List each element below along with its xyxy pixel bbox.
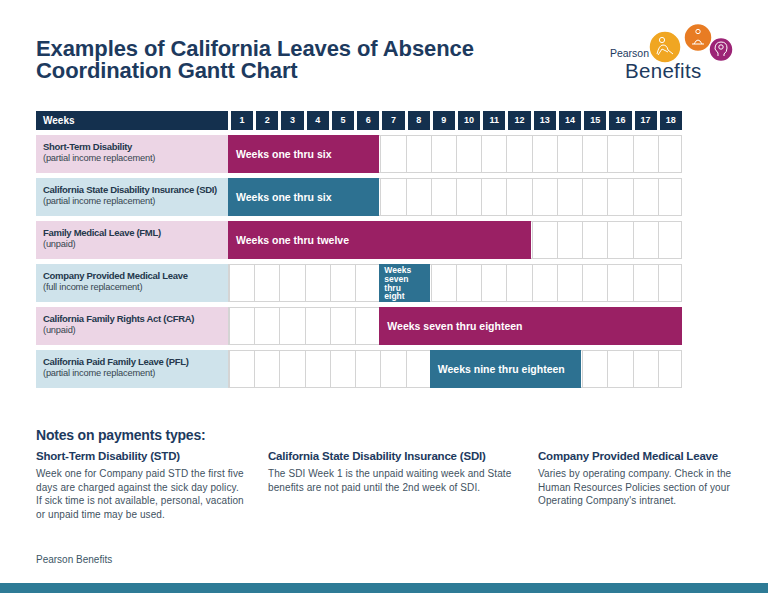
gantt-header-row: Weeks 123456789101112131415161718: [36, 111, 682, 130]
row-label-sub: (unpaid): [43, 325, 222, 335]
row-label-sub: (partial income replacement): [43, 153, 222, 163]
row-label-sub: (partial income replacement): [43, 368, 222, 378]
row-label: Family Medical Leave (FML)(unpaid): [36, 221, 228, 259]
note-body-line: Week one for Company paid STD the first …: [36, 467, 244, 481]
gantt-row: California Paid Family Leave (PFL)(parti…: [36, 350, 682, 388]
week-header-cell-11: 11: [483, 111, 505, 130]
note-column-heading: Company Provided Medical Leave: [538, 450, 731, 462]
note-column-heading: Short-Term Disability (STD): [36, 450, 244, 462]
gantt-chart: Weeks 123456789101112131415161718 Short-…: [36, 111, 682, 393]
row-label-sub: (unpaid): [43, 239, 222, 249]
row-label-sub: (full income replacement): [43, 282, 222, 292]
week-header-cell-5: 5: [332, 111, 354, 130]
row-label-title: Short-Term Disability: [43, 141, 222, 152]
week-header-cell-2: 2: [256, 111, 278, 130]
note-body-line: Operating Company's intranet.: [538, 494, 731, 508]
logo-benefits-text: Benefits: [625, 59, 701, 83]
gantt-bar: Weeks seven thru eight: [379, 264, 429, 302]
row-label-title: Company Provided Medical Leave: [43, 270, 222, 281]
note-body-line: benefits are not paid until the 2nd week…: [268, 481, 511, 495]
row-label: Short-Term Disability(partial income rep…: [36, 135, 228, 173]
week-header-cell-8: 8: [408, 111, 430, 130]
bottom-bar: [0, 583, 768, 593]
note-column-body: Varies by operating company. Check in th…: [538, 467, 731, 508]
row-label: California Paid Family Leave (PFL)(parti…: [36, 350, 228, 388]
note-body-line: or unpaid time may be used.: [36, 508, 244, 522]
notes-heading: Notes on payments types:: [36, 427, 736, 443]
week-header-cell-9: 9: [433, 111, 455, 130]
week-header-cell-17: 17: [635, 111, 657, 130]
note-column: Company Provided Medical Leave Varies by …: [538, 450, 731, 508]
gantt-bar: Weeks one thru six: [228, 178, 379, 216]
note-body-line: days are charged against the sick day po…: [36, 481, 244, 495]
note-column-body: The SDI Week 1 is the unpaid waiting wee…: [268, 467, 511, 494]
gantt-bar: Weeks one thru six: [228, 135, 379, 173]
note-body-line: The SDI Week 1 is the unpaid waiting wee…: [268, 467, 511, 481]
note-column: Short-Term Disability (STD) Week one for …: [36, 450, 244, 521]
week-header-cell-7: 7: [382, 111, 404, 130]
weeks-header-cell: Weeks: [36, 111, 228, 130]
slide: Examples of California Leaves of Absence…: [0, 0, 768, 593]
week-header-cell-12: 12: [508, 111, 530, 130]
week-header-cell-14: 14: [559, 111, 581, 130]
gantt-row: Short-Term Disability(partial income rep…: [36, 135, 682, 173]
week-header-cell-16: 16: [609, 111, 631, 130]
note-column-body: Week one for Company paid STD the first …: [36, 467, 244, 521]
gantt-row: Family Medical Leave (FML)(unpaid)Weeks …: [36, 221, 682, 259]
week-header-cell-3: 3: [281, 111, 303, 130]
gantt-row: Company Provided Medical Leave(full inco…: [36, 264, 682, 302]
week-header-cell-1: 1: [231, 111, 253, 130]
gantt-bar: Weeks one thru twelve: [228, 221, 531, 259]
pearson-benefits-logo: Pearson Benefits: [606, 22, 740, 84]
footer-text: Pearson Benefits: [36, 554, 112, 565]
week-header-cell-4: 4: [307, 111, 329, 130]
row-label-title: Family Medical Leave (FML): [43, 227, 222, 238]
gantt-bar: Weeks seven thru eighteen: [379, 307, 682, 345]
note-column-heading: California State Disability Insurance (S…: [268, 450, 511, 462]
orange-circle-icon: [684, 24, 712, 52]
gantt-bar: Weeks nine thru eighteen: [430, 350, 581, 388]
week-header-cell-10: 10: [458, 111, 480, 130]
note-body-line: Human Resources Policies section of your: [538, 481, 731, 495]
row-label: Company Provided Medical Leave(full inco…: [36, 264, 228, 302]
page-title: Examples of California Leaves of Absence…: [36, 38, 474, 81]
logo-pearson-text: Pearson: [606, 47, 649, 59]
week-header-cell-13: 13: [534, 111, 556, 130]
notes-section: Notes on payments types: Short-Term Disa…: [36, 427, 736, 443]
title-line-2: Coordination Gantt Chart: [36, 58, 298, 83]
row-label-title: California State Disability Insurance (S…: [43, 184, 222, 195]
week-grid: [228, 264, 682, 302]
row-label-title: California Paid Family Leave (PFL): [43, 356, 222, 367]
note-column: California State Disability Insurance (S…: [268, 450, 511, 494]
row-label-sub: (partial income replacement): [43, 196, 222, 206]
gantt-row: California State Disability Insurance (S…: [36, 178, 682, 216]
week-header-cell-18: 18: [660, 111, 682, 130]
row-label: California State Disability Insurance (S…: [36, 178, 228, 216]
note-body-line: Varies by operating company. Check in th…: [538, 467, 731, 481]
week-header-cell-6: 6: [357, 111, 379, 130]
week-header-cell-15: 15: [584, 111, 606, 130]
gantt-row: California Family Rights Act (CFRA)(unpa…: [36, 307, 682, 345]
note-body-line: If sick time is not available, personal,…: [36, 494, 244, 508]
row-label: California Family Rights Act (CFRA)(unpa…: [36, 307, 228, 345]
row-label-title: California Family Rights Act (CFRA): [43, 313, 222, 324]
